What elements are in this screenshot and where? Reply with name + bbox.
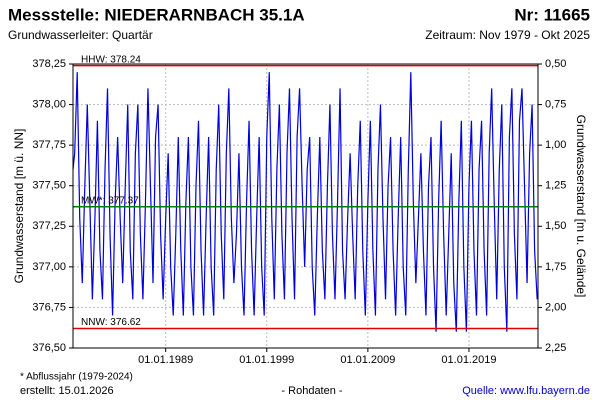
- x-tick-label: 01.01.2009: [340, 354, 395, 366]
- y2-tick-label: 1,75: [545, 261, 566, 273]
- y-axis-label: Grundwasserstand [m ü. NN]: [12, 129, 26, 284]
- reference-label: MW*: 377.37: [81, 195, 139, 206]
- raw-data-note: - Rohdaten -: [281, 385, 342, 397]
- y2-tick-label: 1,25: [545, 180, 566, 192]
- y2-tick-label: 2,25: [545, 342, 566, 354]
- y-tick-label: 378,00: [32, 98, 66, 110]
- source-link[interactable]: Quelle: www.lfu.bayern.de: [462, 385, 590, 397]
- data-line: [72, 72, 538, 332]
- y-tick-label: 377,50: [32, 180, 66, 192]
- y-tick-label: 377,00: [32, 261, 66, 273]
- y-tick-label: 378,25: [32, 58, 66, 70]
- created-date: erstellt: 15.01.2026: [20, 385, 114, 397]
- x-tick-label: 01.01.1989: [138, 354, 193, 366]
- y-tick-label: 377,75: [32, 139, 66, 151]
- y2-tick-label: 0,75: [545, 98, 566, 110]
- chart-title: Messstelle: NIEDERARNBACH 35.1A: [8, 5, 305, 24]
- station-number: Nr: 11665: [514, 5, 590, 24]
- y-tick-label: 377,25: [32, 220, 66, 232]
- reference-label: HHW: 378.24: [81, 54, 141, 65]
- subtitle: Grundwasserleiter: Quartär: [8, 28, 153, 42]
- y-tick-label: 376,50: [32, 342, 66, 354]
- plot-frame: [72, 63, 539, 349]
- y-tick-label: 376,75: [32, 301, 66, 313]
- y2-tick-label: 2,00: [545, 301, 566, 313]
- period: Zeitraum: Nov 1979 - Okt 2025: [425, 28, 590, 42]
- y2-tick-label: 1,00: [545, 139, 566, 151]
- y2-tick-label: 0,50: [545, 58, 566, 70]
- footnote: * Abflussjahr (1979-2024): [20, 372, 133, 383]
- x-tick-label: 01.01.1999: [239, 354, 294, 366]
- x-tick-label: 01.01.2019: [441, 354, 496, 366]
- y2-axis-label: Grundwasserstand [m u. Gelände]: [574, 115, 588, 298]
- reference-label: NNW: 376.62: [81, 317, 141, 328]
- y2-tick-label: 1,50: [545, 220, 566, 232]
